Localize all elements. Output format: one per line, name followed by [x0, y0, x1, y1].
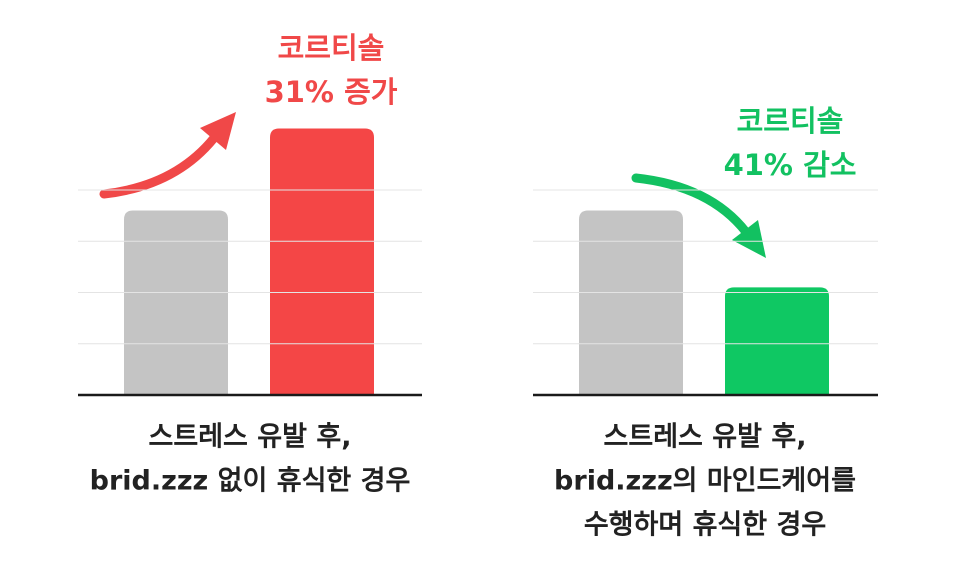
- up-arrow: [99, 112, 236, 199]
- caption: 스트레스 유발 후,: [604, 422, 807, 453]
- bar: [270, 128, 374, 395]
- annotation: 41% 감소: [724, 148, 857, 182]
- down-arrow: [631, 173, 766, 258]
- annotation: 31% 증가: [265, 75, 398, 109]
- bar: [579, 210, 683, 395]
- annotation: 코르티솔: [278, 31, 385, 65]
- annotation: 코르티솔: [737, 104, 844, 138]
- caption: 수행하며 휴식한 경우: [584, 510, 826, 541]
- caption: 스트레스 유발 후,: [149, 422, 352, 453]
- caption: brid.zzz의 마인드케어를: [554, 466, 856, 497]
- caption: brid.zzz 없이 휴식한 경우: [90, 466, 411, 497]
- bar: [725, 287, 829, 395]
- bar: [124, 210, 228, 395]
